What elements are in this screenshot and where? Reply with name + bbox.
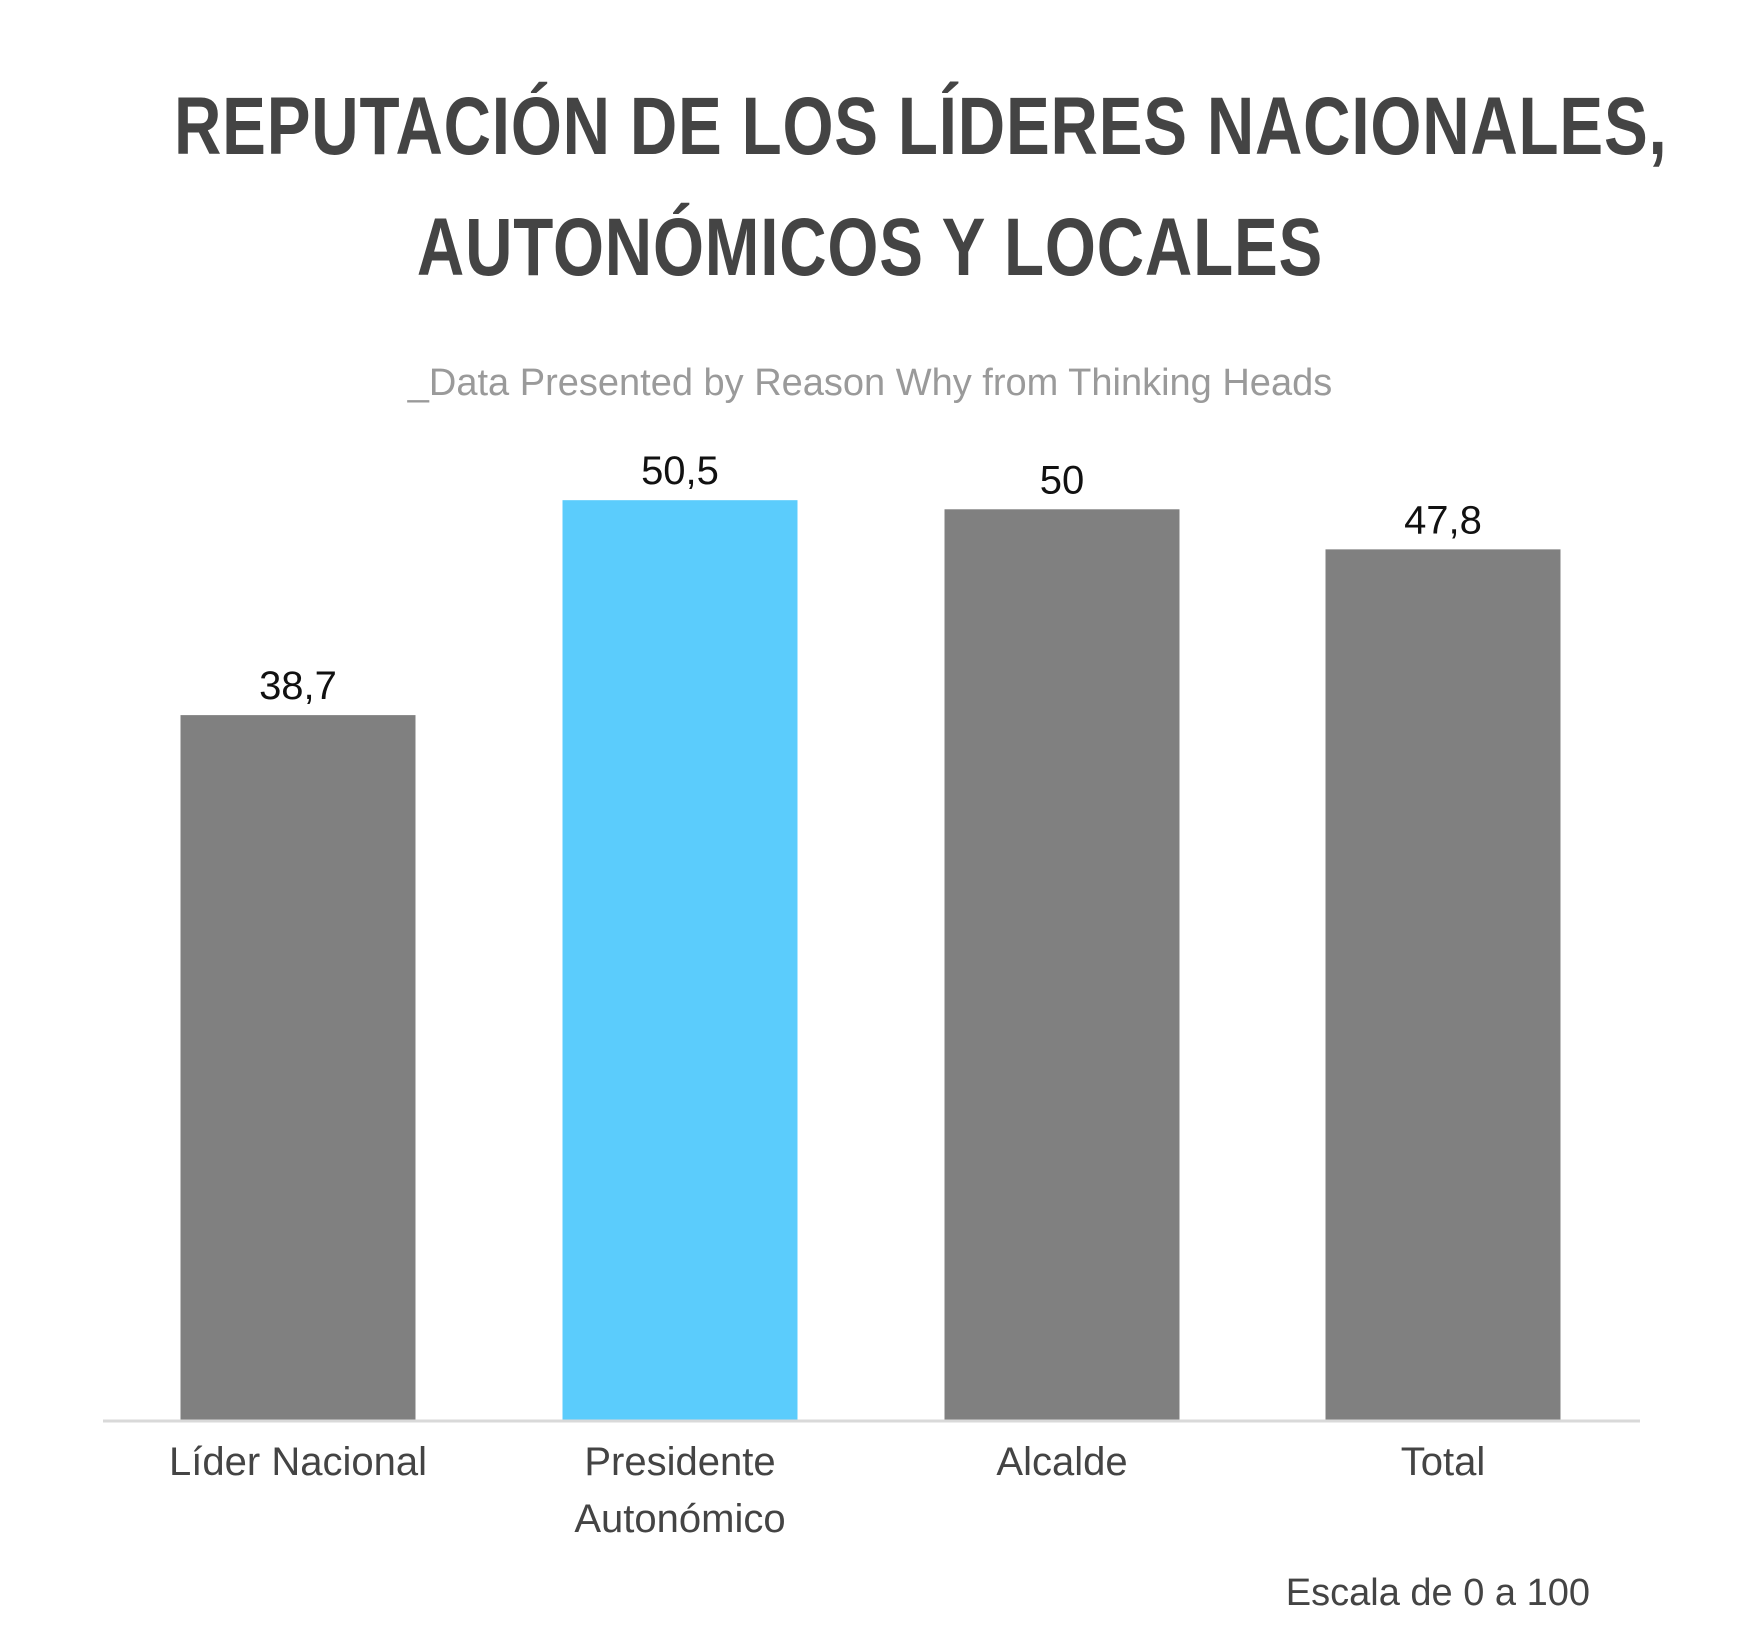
bar-2	[944, 509, 1180, 1420]
category-label-1-line-1: Autonómico	[574, 1497, 785, 1541]
category-label-3: Total	[1401, 1440, 1486, 1484]
chart-subtitle: _Data Presented by Reason Why from Think…	[407, 362, 1333, 404]
category-label-0: Líder Nacional	[169, 1440, 427, 1484]
bar-3	[1325, 549, 1561, 1420]
value-label-0: 38,7	[259, 664, 337, 708]
chart-title-line-1: REPUTACIÓN DE LOS LÍDERES NACIONALES,	[174, 81, 1668, 172]
scale-note: Escala de 0 a 100	[1285, 1572, 1590, 1614]
bar-0	[180, 715, 416, 1420]
value-label-1: 50,5	[641, 449, 719, 493]
value-label-3: 47,8	[1404, 498, 1482, 542]
chart-title-line-2: AUTONÓMICOS Y LOCALES	[416, 202, 1324, 293]
bar-1	[562, 500, 798, 1420]
value-label-2: 50	[1040, 458, 1085, 502]
category-label-1-line-0: Presidente	[584, 1440, 775, 1484]
category-label-2: Alcalde	[996, 1440, 1127, 1484]
